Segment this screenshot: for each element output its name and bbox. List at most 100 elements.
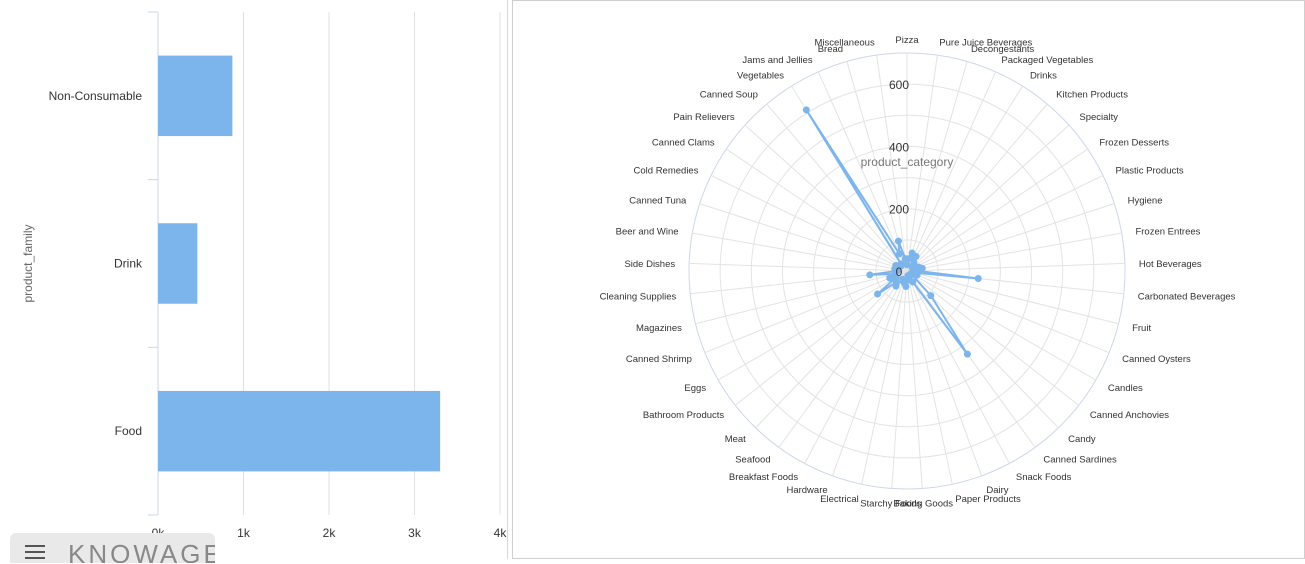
category-label: Pizza (895, 35, 919, 46)
data-point (886, 274, 894, 282)
data-point (927, 292, 935, 300)
category-label: Electrical (820, 494, 859, 505)
spoke-line (906, 262, 1125, 272)
category-label: Seafood (735, 455, 770, 466)
data-point (866, 271, 874, 279)
category-label: Fruit (1132, 323, 1151, 334)
category-label: Eggs (684, 383, 706, 394)
spoke-line (906, 71, 997, 272)
category-label: Hygiene (1128, 195, 1163, 206)
spoke-line (906, 270, 1010, 464)
spoke-line (831, 270, 908, 477)
category-label: Candy (1068, 434, 1096, 445)
category-label: Decongestants (971, 44, 1035, 55)
category-label: Drink (114, 257, 143, 271)
spoke-line (744, 124, 908, 272)
spoke-line (689, 262, 908, 272)
category-label: Cold Remedies (634, 165, 699, 176)
menu-icon[interactable] (25, 545, 45, 563)
spoke-line (725, 148, 908, 272)
category-label: Paper Products (955, 494, 1021, 505)
data-point (963, 350, 971, 358)
data-point (912, 252, 920, 260)
spoke-line (906, 148, 1089, 272)
radial-tick-label: 0 (896, 265, 903, 279)
radar-chart: 0 200 400 600 product_category Pizza Pure Juic… (600, 35, 1236, 509)
category-label: Dairy (986, 485, 1008, 496)
category-label: Frozen Entrees (1135, 227, 1200, 238)
spoke-line (906, 232, 1122, 272)
spoke-line (906, 270, 1119, 325)
radial-tick-label: 600 (889, 78, 909, 92)
category-label: Starchy Foods (860, 498, 921, 509)
brand-logo: KNOWAGE (68, 539, 215, 563)
category-label: Magazines (636, 323, 682, 334)
spoke-line (778, 270, 908, 448)
spoke-line (906, 270, 1036, 448)
category-label: Canned Clams (652, 137, 715, 148)
spoke-line (704, 270, 908, 354)
spoke-line (717, 270, 908, 381)
spoke-line (906, 270, 1097, 381)
category-label: Side Dishes (624, 259, 675, 270)
spoke-line (699, 203, 908, 272)
spoke-line (804, 270, 908, 464)
spoke-line (695, 270, 908, 325)
category-label: Packaged Vegetables (1001, 55, 1093, 66)
category-label: Canned Tuna (629, 195, 687, 206)
spoke-line (906, 124, 1070, 272)
category-label: Pure Juice Beverages (939, 37, 1032, 48)
spoke-line (692, 232, 908, 272)
chart-title: product_category (861, 155, 954, 169)
y-axis-title: product_family (21, 224, 35, 302)
category-label: Bread (818, 44, 843, 55)
category-label: Vegetables (737, 70, 784, 81)
spoke-line (846, 61, 908, 272)
data-point (903, 261, 911, 269)
spoke-line (906, 270, 923, 489)
category-label: Canned Shrimp (626, 354, 692, 365)
spoke-line (766, 103, 908, 272)
category-label: Carbonated Beverages (1138, 291, 1236, 302)
category-label: Baking Goods (893, 498, 953, 509)
spoke-line (906, 270, 983, 477)
category-label: Canned Anchovies (1090, 410, 1169, 421)
bar (158, 390, 441, 472)
category-label: Canned Oysters (1122, 354, 1191, 365)
spoke-line (755, 270, 908, 429)
category-label: Canned Sardines (1043, 455, 1117, 466)
radial-tick-label: 200 (889, 203, 909, 217)
bar (158, 223, 198, 304)
category-label: Non-Consumable (49, 89, 143, 103)
data-point (913, 271, 921, 279)
category-label: Frozen Desserts (1099, 137, 1169, 148)
data-point (895, 250, 903, 258)
category-label: Cleaning Supplies (600, 291, 677, 302)
radar-chart-panel: 0 200 400 600 product_category Pizza Pure Juic… (512, 0, 1305, 559)
data-point (974, 274, 982, 282)
spoke-line (906, 61, 968, 272)
data-point (897, 260, 905, 268)
data-point (918, 264, 926, 272)
x-tick-label: 3k (408, 526, 422, 540)
data-point (899, 275, 907, 283)
data-point (874, 290, 882, 298)
category-label: Jams and Jellies (742, 55, 812, 66)
data-point (901, 255, 909, 263)
category-label: Hot Beverages (1139, 259, 1202, 270)
spoke-line (891, 270, 908, 489)
category-label: Miscellaneous (815, 37, 875, 48)
spoke-line (876, 55, 908, 272)
spoke-line (906, 203, 1115, 272)
x-tick-label: 1k (237, 526, 251, 540)
spoke-line (906, 85, 1023, 272)
data-point (894, 237, 902, 245)
category-label: Plastic Products (1116, 165, 1184, 176)
spoke-line (861, 270, 908, 485)
x-tick-label: 4k (494, 526, 508, 540)
category-label: Bathroom Products (643, 410, 725, 421)
spoke-line (906, 55, 938, 272)
spoke-line (906, 270, 1080, 406)
spoke-line (906, 270, 1110, 354)
category-label: Meat (725, 434, 746, 445)
